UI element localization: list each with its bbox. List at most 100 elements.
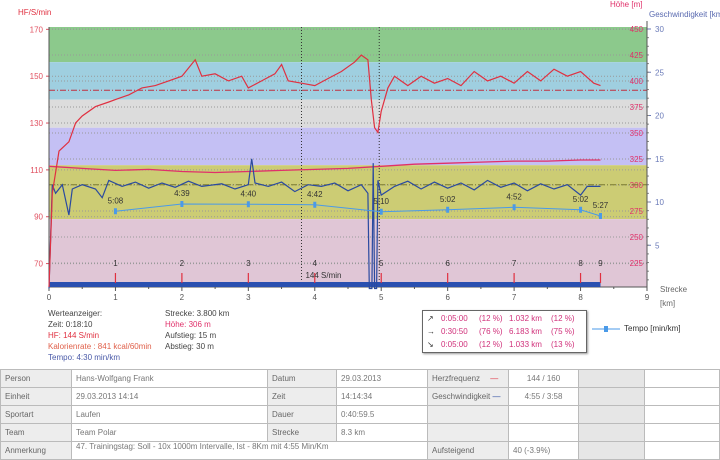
x-tick-label: 1 (113, 293, 118, 302)
altitude-tick-label: 425 (630, 51, 644, 60)
x-tick-label: 3 (246, 293, 251, 302)
tempo-label: 4:39 (174, 189, 190, 198)
distance-bar (49, 282, 601, 287)
hr-zone-band (49, 99, 647, 128)
empty-cell (578, 387, 645, 406)
hr-zone-band (49, 165, 647, 220)
lap-label: 8 (578, 259, 583, 268)
tempo-point (113, 208, 117, 215)
altitude-axis-title: Höhe [m] (610, 0, 643, 9)
label-ascending: Aufsteigend (427, 441, 509, 460)
x-tick-label: 7 (512, 293, 517, 302)
value-time: 14:14:34 (336, 387, 428, 406)
x-axis-unit: [km] (660, 299, 676, 308)
tempo-label: 4:42 (307, 190, 323, 199)
direction-icon: ↗ (427, 314, 434, 323)
x-axis-title: Strecke (660, 285, 688, 294)
label-note: Anmerkung (0, 441, 72, 460)
altitude-tick-label: 250 (630, 233, 644, 242)
legend-label: Tempo [min/km] (624, 324, 681, 333)
hf-tick-label: 90 (34, 213, 43, 222)
tempo-point (579, 206, 583, 213)
summary-cell: (12 %) (479, 314, 503, 323)
altitude-line (48, 159, 601, 174)
empty-cell (578, 441, 645, 460)
value-display-title: Werteanzeiger: (48, 309, 103, 318)
training-chart[interactable]: 1701501301109070450425400375350325300275… (0, 0, 720, 310)
empty-cell (508, 405, 579, 424)
label-person: Person (0, 369, 72, 388)
lap-label: 9 (598, 259, 603, 268)
label-team: Team (0, 423, 72, 442)
tempo-label: 5:08 (108, 196, 124, 205)
empty-cell (508, 423, 579, 442)
direction-icon: ↘ (427, 340, 434, 349)
label-hf: Herzfrequenz — (427, 369, 509, 388)
lap-label: 5 (379, 259, 384, 268)
lap-label: 4 (313, 259, 318, 268)
value-sport: Laufen (71, 405, 268, 424)
value-duration: 0:40:59.5 (336, 405, 428, 424)
x-tick-label: 6 (445, 293, 450, 302)
altitude-tick-label: 300 (630, 181, 644, 190)
x-tick-label: 8 (578, 293, 583, 302)
x-tick-label: 2 (180, 293, 185, 302)
altitude-tick-label: 400 (630, 77, 644, 86)
summary-row: → 0:30:50 (76 %) 6.183 km (75 %) (427, 325, 582, 338)
table-row: Person Hans-Wolfgang Frank Datum 29.03.2… (0, 369, 720, 388)
hf-line-icon: — (490, 374, 499, 383)
hr-zone-band (49, 62, 647, 100)
table-row: Sportart Laufen Dauer 0:40:59.5 (0, 405, 720, 424)
speed-tick-label: 15 (655, 155, 664, 164)
lap-label: 1 (113, 259, 118, 268)
empty-cell (644, 387, 720, 406)
summary-cell: 1.033 km (509, 340, 542, 349)
value-display-2: Strecke: 3.800 km Höhe: 306 m Aufstieg: … (165, 308, 229, 352)
value-speed: 4:55 / 3:58 (508, 387, 579, 406)
summary-row: ↗ 0:05:00 (12 %) 1.032 km (12 %) (427, 312, 582, 325)
tempo-point (180, 201, 184, 207)
empty-cell (644, 405, 720, 424)
altitude-tick-label: 225 (630, 259, 644, 268)
hr-zone-band (49, 27, 647, 63)
empty-cell (578, 369, 645, 388)
summary-cell: 0:30:50 (441, 327, 468, 336)
value-altitude: Höhe: 306 m (165, 320, 211, 329)
tempo-label: 5:10 (373, 197, 389, 206)
empty-cell (578, 405, 645, 424)
tempo-label: 5:27 (593, 201, 609, 210)
hr-zone-band (49, 127, 647, 166)
speed-line-icon: — (492, 392, 501, 401)
value-person: Hans-Wolfgang Frank (71, 369, 268, 388)
summary-cell: (12 %) (479, 340, 503, 349)
label-unit: Einheit (0, 387, 72, 406)
label-speed-text: Geschwindigkeit (432, 392, 491, 401)
hf-tick-label: 70 (34, 260, 43, 269)
tempo-point (313, 201, 317, 208)
legend: Tempo [min/km] (592, 324, 680, 333)
zone-summary-box: ↗ 0:05:00 (12 %) 1.032 km (12 %) → 0:30:50 (76 … (422, 310, 587, 353)
table-row: Einheit 29.03.2013 14:14 Zeit 14:14:34 G… (0, 387, 720, 406)
summary-cell: 0:05:00 (441, 314, 468, 323)
label-date: Datum (267, 369, 337, 388)
summary-row: ↘ 0:05:00 (12 %) 1.033 km (13 %) (427, 338, 582, 351)
lap-label: 3 (246, 259, 251, 268)
table-row: Team Team Polar Strecke 8.3 km (0, 423, 720, 442)
lap-label: 2 (180, 259, 185, 268)
value-hf: 144 / 160 (508, 369, 579, 388)
empty-cell (644, 441, 720, 460)
x-tick-label: 9 (645, 293, 650, 302)
hf-line (48, 54, 601, 288)
empty-cell (644, 369, 720, 388)
empty-cell (427, 423, 509, 442)
tempo-point (379, 208, 383, 215)
hf-axis-title: HF/S/min (18, 8, 52, 17)
x-tick-label: 4 (313, 293, 318, 302)
hf-tick-label: 170 (30, 25, 44, 34)
speed-tick-label: 25 (655, 68, 664, 77)
speed-tick-label: 30 (655, 25, 664, 34)
value-display: Werteanzeiger: Zeit: 0:18:10 HF: 144 S/m… (48, 308, 152, 363)
empty-cell (644, 423, 720, 442)
summary-cell: (13 %) (551, 340, 575, 349)
altitude-tick-label: 325 (630, 155, 644, 164)
